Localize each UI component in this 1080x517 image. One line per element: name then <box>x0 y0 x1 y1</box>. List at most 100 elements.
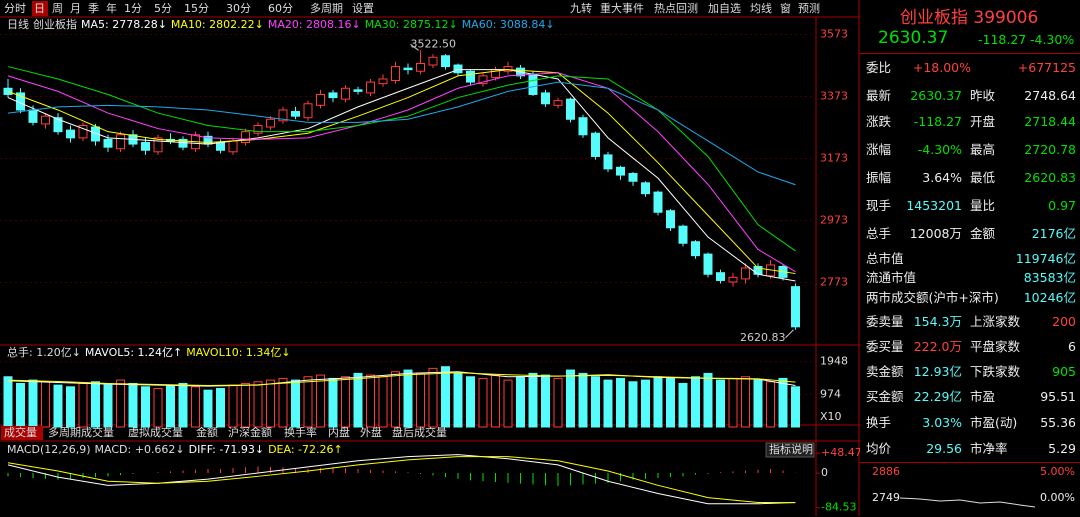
y-tick-label: 3373 <box>820 90 848 103</box>
y-tick-label: 3173 <box>820 152 848 165</box>
mini-label: 5.00% <box>1040 465 1075 478</box>
volume-bar <box>403 369 413 428</box>
quote-label: 总市值 <box>866 251 904 266</box>
toolbar-tab[interactable]: 60分 <box>268 2 293 15</box>
toolbar-tool[interactable]: 重大事件 <box>600 1 644 15</box>
indicator-tab[interactable]: 盘后成交量 <box>392 425 447 439</box>
volume-bar <box>678 382 688 428</box>
volume-bar <box>366 374 375 428</box>
volume-bar <box>78 382 88 428</box>
toolbar-tab[interactable]: 30分 <box>226 2 251 15</box>
indicator-tab[interactable]: 换手率 <box>284 425 317 439</box>
volume-bar <box>116 379 125 428</box>
quote-value: +18.00% <box>912 60 971 75</box>
candle-body <box>391 66 400 82</box>
indicator-tab[interactable]: 金额 <box>196 425 218 439</box>
candle-body <box>141 142 150 151</box>
quote-value: 12.93亿 <box>913 364 962 379</box>
quote-label: 振幅 <box>866 170 892 185</box>
volume-bar <box>778 377 788 428</box>
quote-value: 2718.44 <box>1024 114 1076 129</box>
toolbar-tab[interactable]: 日 <box>34 2 45 15</box>
toolbar-tool[interactable]: 热点回测 <box>654 2 698 15</box>
candle-body <box>341 87 350 100</box>
quote-value: 10246亿 <box>1023 290 1076 305</box>
volume-bar <box>28 379 38 428</box>
toolbar-tab[interactable]: 1分 <box>124 2 142 15</box>
chart: 分时日周月季年 1分 5分 15分 30分 60分 多周期 设置 九转 重大事件 热点回测 加自选 均线… <box>0 0 860 516</box>
volume-bar <box>753 379 763 428</box>
toolbar-tab[interactable]: 分时 <box>4 2 26 15</box>
volume-bar <box>591 376 600 428</box>
y-tick-label: -84.53 <box>821 501 856 514</box>
candle-body <box>328 92 338 99</box>
line <box>7 371 796 387</box>
legend-item: MACD(12,26,9) <box>7 443 91 456</box>
volume-bar <box>566 369 575 428</box>
toolbar-tab[interactable]: 月 <box>70 2 81 15</box>
candle-body <box>353 89 363 92</box>
volume-bar <box>16 382 25 428</box>
quote-title: 创业板指 399006 <box>900 3 1038 28</box>
legend-item: MAVOL5: 1.24亿↑ <box>85 346 182 359</box>
toolbar-tab[interactable]: 年 <box>106 1 117 15</box>
indicator-button[interactable] <box>765 442 815 458</box>
candle-body <box>178 138 188 148</box>
quote-label: 涨幅 <box>866 142 892 157</box>
candle-body <box>503 66 513 72</box>
line <box>7 72 796 273</box>
indicator-tab[interactable]: 成交量 <box>4 425 37 439</box>
legend-item: MA30: 2875.12↓ <box>365 18 458 31</box>
indicator-tab[interactable]: 沪深金额 <box>228 425 272 439</box>
candle-body <box>53 117 63 133</box>
volume-bar <box>153 387 163 428</box>
quote-row: 委卖量 154.3万 上涨家数 200 <box>866 311 1076 333</box>
quote-label: 委买量 <box>866 339 904 354</box>
toolbar-tab[interactable]: 季 <box>88 2 99 15</box>
volume-bar <box>203 389 213 428</box>
quote-value: 6 <box>1068 339 1076 354</box>
toolbar-tool[interactable]: 窗 <box>780 1 791 15</box>
quote-value: 2176亿 <box>1031 226 1076 241</box>
candle-body <box>241 131 250 144</box>
quote-row: 涨幅 -4.30% 最高 2720.78 <box>866 139 1076 161</box>
annotation-pointer <box>410 43 419 51</box>
candle-body <box>566 98 575 120</box>
toolbar-tab[interactable]: 设置 <box>352 2 374 15</box>
indicator-tab[interactable]: 内盘 <box>328 425 350 439</box>
indicator-tab[interactable]: 外盘 <box>360 425 382 439</box>
candle-body <box>66 129 75 139</box>
quote-label: 均价 <box>866 441 892 456</box>
toolbar-tab[interactable]: 5分 <box>154 2 172 15</box>
toolbar-tab[interactable]: 周 <box>52 2 63 15</box>
quote-label: 开盘 <box>970 114 996 129</box>
quote-pct: -4.30% <box>1030 32 1075 47</box>
volume-bar <box>741 376 750 428</box>
indicator-tab[interactable]: 多周期成交量 <box>48 425 114 439</box>
candle-body <box>741 267 750 280</box>
toolbar-tab[interactable]: 15分 <box>184 2 209 15</box>
quote-label: 流通市值 <box>866 270 917 285</box>
candle-body <box>278 109 288 122</box>
candle-body <box>378 78 388 85</box>
volume-bar <box>266 379 275 428</box>
quote-value: 5.29 <box>1048 441 1076 456</box>
toolbar-tool[interactable]: 九转 <box>570 1 592 15</box>
indicator-button-label[interactable]: 指标说明 <box>769 442 813 456</box>
line <box>7 69 796 275</box>
indicator-tab[interactable]: 虚拟成交量 <box>128 425 183 439</box>
candle-body <box>628 173 638 182</box>
y-tick-label: 2773 <box>820 276 848 289</box>
toolbar-tool[interactable]: 均线 <box>750 1 772 15</box>
toolbar-tool[interactable]: 加自选 <box>708 2 741 15</box>
quote-value: 2748.64 <box>1024 88 1076 103</box>
legend-item: MA5: 2778.28↓ <box>81 18 167 31</box>
toolbar-tab[interactable]: 多周期 <box>310 1 343 15</box>
quote-row: 总市值 119746亿 <box>866 248 1076 270</box>
toolbar-tool[interactable]: 预测 <box>798 2 820 15</box>
mini-line <box>899 497 1036 508</box>
candle-body <box>428 56 438 66</box>
legend-item: DIFF: -71.93↓ <box>189 443 264 456</box>
quote-row: 卖金额 12.93亿 下跌家数 905 <box>866 361 1076 383</box>
annotation: 3522.50 <box>411 37 457 50</box>
